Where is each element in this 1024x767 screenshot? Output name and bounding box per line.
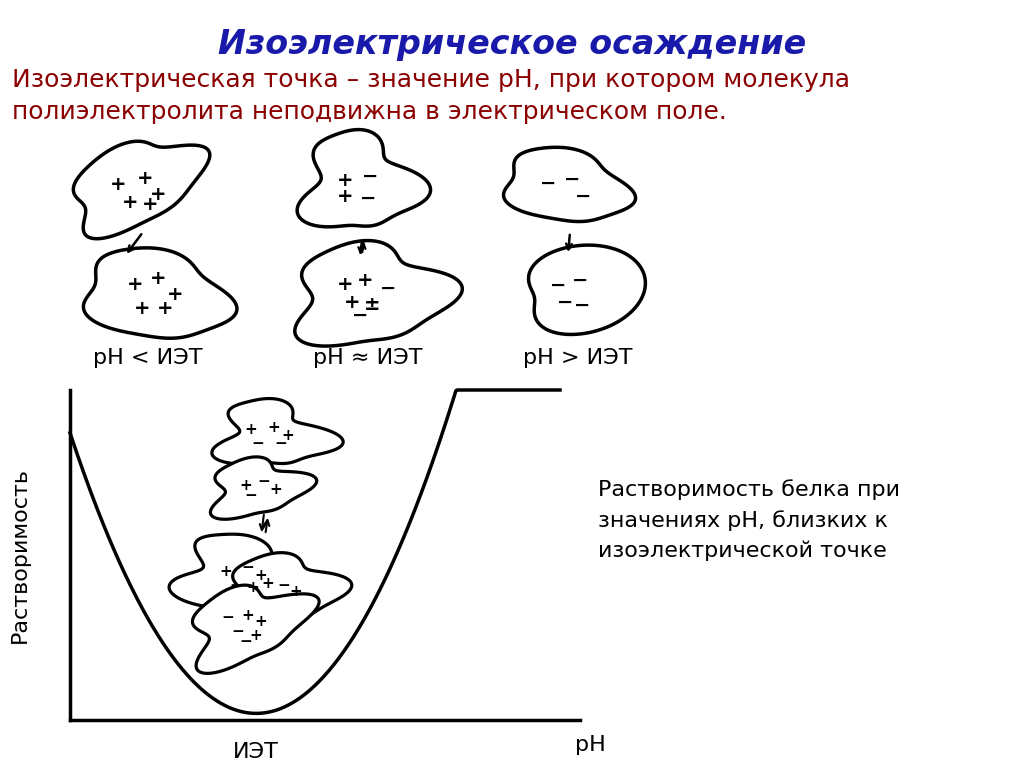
Text: pH ≈ ИЭТ: pH ≈ ИЭТ [313,348,423,368]
Text: −: − [557,292,573,311]
Text: +: + [110,176,126,195]
Text: +: + [247,581,259,595]
Polygon shape [83,248,237,338]
Text: −: − [571,271,588,289]
Text: +: + [344,292,360,311]
Text: −: − [268,591,281,605]
Polygon shape [295,241,462,346]
Text: +: + [167,285,183,304]
Text: +: + [141,196,159,215]
Text: −: − [550,275,566,295]
Text: +: + [245,423,258,437]
Text: −: − [222,611,234,626]
Text: pH > ИЭТ: pH > ИЭТ [523,348,633,368]
Text: −: − [245,489,258,503]
Text: +: + [282,427,295,443]
Text: ±: ± [364,295,380,314]
Text: +: + [250,627,262,643]
Text: −: − [359,189,376,208]
Polygon shape [74,141,210,239]
Polygon shape [297,130,430,227]
Text: −: − [242,561,255,575]
Text: +: + [220,565,232,580]
Polygon shape [193,585,319,673]
Polygon shape [504,147,636,222]
Text: +: + [255,614,267,630]
Text: +: + [137,169,154,187]
Text: −: − [258,475,270,489]
Text: Изоэлектрическая точка – значение pH, при котором молекула: Изоэлектрическая точка – значение pH, пр… [12,68,850,92]
Text: −: − [540,173,556,193]
Text: −: − [361,166,378,186]
Polygon shape [210,457,316,519]
Text: +: + [337,275,353,295]
Text: +: + [127,275,143,295]
Text: +: + [337,170,353,189]
Text: Изоэлектрическое осаждение: Изоэлектрическое осаждение [218,28,806,61]
Polygon shape [528,245,645,334]
Polygon shape [212,399,343,464]
Text: +: + [268,420,281,436]
Text: +: + [134,298,151,318]
Polygon shape [169,534,323,614]
Text: +: + [262,575,274,591]
Text: −: − [352,305,369,324]
Text: +: + [270,482,283,498]
Text: +: + [290,584,302,600]
Text: +: + [337,186,353,206]
Text: −: − [240,634,253,650]
Polygon shape [226,553,352,625]
Text: +: + [255,568,267,582]
Text: −: − [231,624,245,640]
Text: −: − [574,186,591,206]
Text: +: + [240,478,253,492]
Text: −: − [380,278,396,298]
Text: +: + [122,193,138,212]
Text: +: + [157,298,173,318]
Text: +: + [242,607,255,623]
Text: Растворимость белка при
значениях pH, близких к
изоэлектрической точке: Растворимость белка при значениях pH, бл… [598,479,900,561]
Text: −: − [564,170,581,189]
Text: pH: pH [574,735,605,755]
Text: −: − [278,578,291,592]
Text: +: + [150,186,166,205]
Text: полиэлектролита неподвижна в электрическом поле.: полиэлектролита неподвижна в электрическ… [12,100,727,124]
Text: −: − [252,436,264,450]
Text: −: − [229,578,243,592]
Text: ИЭТ: ИЭТ [233,742,280,762]
Text: Растворимость: Растворимость [10,467,30,643]
Text: +: + [356,271,374,289]
Text: −: − [573,295,590,314]
Text: −: − [274,436,288,450]
Text: +: + [150,268,166,288]
Text: pH < ИЭТ: pH < ИЭТ [93,348,203,368]
